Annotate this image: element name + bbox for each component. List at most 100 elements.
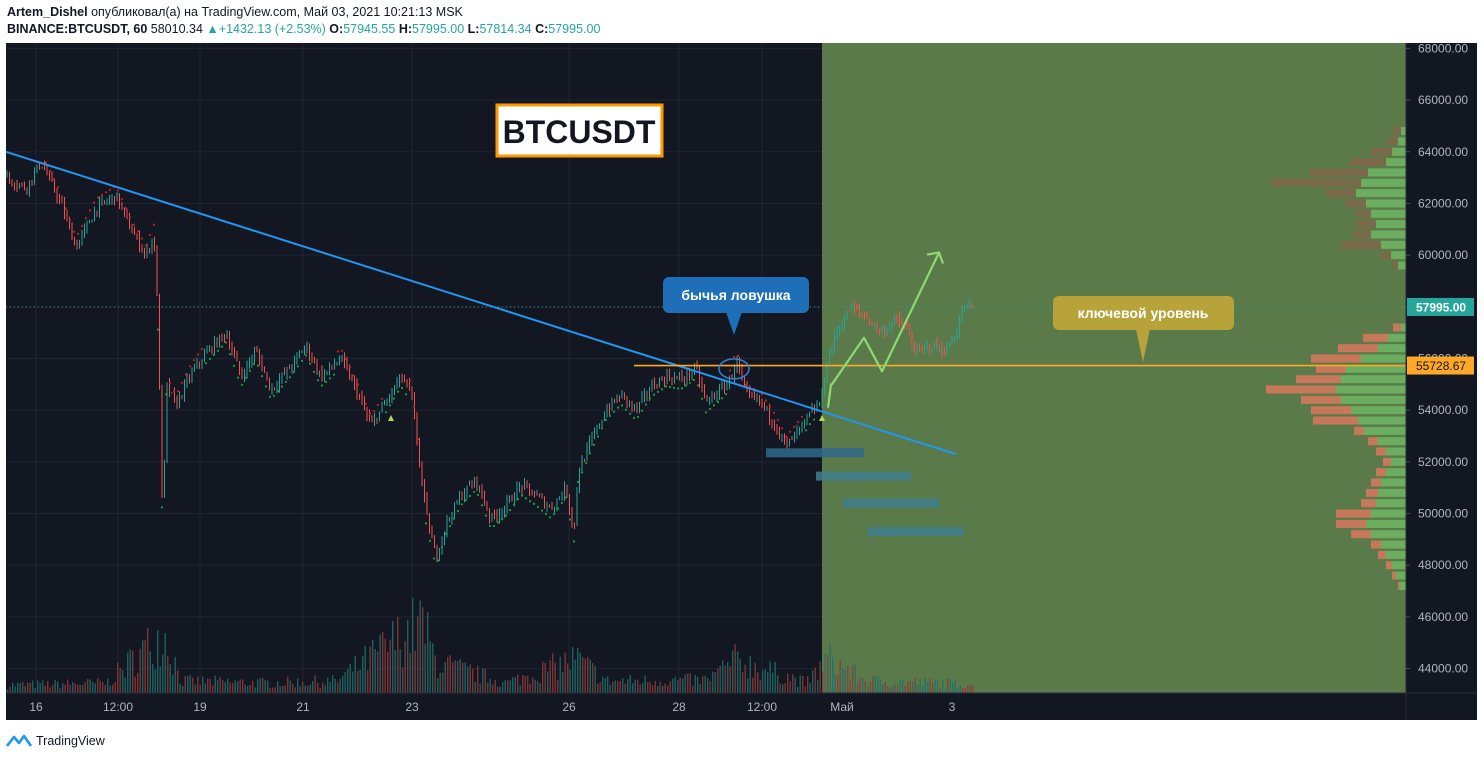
x-tick-label: 3 <box>949 700 956 714</box>
supertrend-dot <box>140 237 144 240</box>
volume-bar <box>309 684 311 693</box>
volume-bar <box>774 661 776 693</box>
supertrend-dot <box>700 397 704 400</box>
volume-bar <box>52 684 54 693</box>
volume-bar <box>947 678 949 693</box>
volume-bar <box>337 682 339 693</box>
supertrend-dot <box>540 509 544 512</box>
supertrend-dot <box>404 393 408 396</box>
volume-bar <box>329 682 331 693</box>
volume-bar <box>637 679 639 693</box>
supertrend-dot <box>376 403 380 407</box>
volume-bar <box>124 677 126 693</box>
x-tick-label: 21 <box>296 700 310 714</box>
supertrend-dot <box>588 452 592 455</box>
author-name[interactable]: Artem_Dishel <box>7 5 88 19</box>
volume-bar <box>542 661 544 693</box>
open-value: 57945.55 <box>343 22 396 36</box>
supertrend-dot <box>476 493 480 496</box>
supertrend-dot <box>544 512 548 515</box>
volume-bar <box>504 680 506 693</box>
supertrend-dot <box>352 374 356 377</box>
price-chart[interactable]: бычья ловушка ключевой уровень BTCUSDT 6800… <box>6 43 1477 720</box>
supertrend-dot <box>640 409 644 412</box>
supertrend-dot <box>272 394 276 397</box>
supertrend-dot <box>184 373 188 376</box>
volume-bar <box>72 682 74 693</box>
volume-bar <box>567 663 569 693</box>
volume-bar <box>417 616 419 693</box>
supertrend-dot <box>232 364 236 367</box>
volume-bar <box>884 681 886 693</box>
supertrend-dot <box>536 505 540 509</box>
profile-bar-orange <box>1346 199 1366 208</box>
volume-bar <box>79 684 81 693</box>
tradingview-logo-icon[interactable] <box>6 734 32 748</box>
volume-bar <box>527 675 529 693</box>
supertrend-dot <box>616 406 620 409</box>
volume-bar <box>302 681 304 693</box>
volume-bar <box>292 683 294 693</box>
volume-bar <box>799 675 801 693</box>
volume-bar <box>162 654 164 693</box>
supertrend-dot <box>48 169 52 172</box>
supertrend-dot <box>388 404 392 407</box>
supertrend-dot <box>160 506 164 509</box>
volume-bar <box>517 674 519 693</box>
supertrend-dot <box>360 393 364 396</box>
supertrend-dots <box>44 161 816 562</box>
profile-bar-green <box>1366 519 1406 528</box>
volume-bar <box>679 677 681 693</box>
volume-bar <box>789 681 791 693</box>
profile-bar-orange <box>1336 509 1371 518</box>
volume-bar <box>487 682 489 693</box>
profile-bar-orange <box>1393 127 1401 136</box>
profile-bar-orange <box>1381 251 1391 260</box>
supertrend-dot <box>116 189 120 192</box>
volume-bar <box>644 675 646 693</box>
supertrend-dot <box>296 365 300 368</box>
profile-bar-orange <box>1376 468 1386 477</box>
open-label: O: <box>329 22 344 36</box>
supertrend-dot <box>596 435 600 438</box>
volume-bar <box>349 663 351 693</box>
profile-bar-orange <box>1386 561 1392 570</box>
chart-frame[interactable]: бычья ловушка ключевой уровень BTCUSDT 6800… <box>6 43 1477 720</box>
profile-bar-green <box>1346 364 1406 373</box>
y-tick-label: 52000.00 <box>1418 455 1468 469</box>
volume-bar <box>224 682 226 693</box>
volume-bar <box>164 633 166 693</box>
volume-bar <box>284 685 286 693</box>
volume-bar <box>914 678 916 693</box>
volume-bar <box>617 680 619 693</box>
brand-name[interactable]: TradingView <box>36 734 105 748</box>
volume-bar <box>859 677 861 693</box>
volume-bar <box>37 680 39 693</box>
profile-bar-green <box>1398 261 1406 270</box>
supertrend-dot <box>772 411 776 414</box>
volume-bar <box>272 687 274 693</box>
profile-bar-orange <box>1363 333 1388 342</box>
signal-triangle <box>388 415 394 421</box>
supertrend-dot <box>444 532 448 535</box>
volume-bar <box>297 678 299 693</box>
supertrend-dot <box>548 516 552 519</box>
volume-bar <box>599 681 601 693</box>
liquidity-zone <box>816 471 911 481</box>
supertrend-dot <box>120 198 124 201</box>
liquidity-zone <box>843 498 939 508</box>
x-tick-label: 26 <box>562 700 576 714</box>
volume-bar <box>189 674 191 693</box>
volume-bar <box>709 680 711 693</box>
supertrend-dot <box>736 354 740 357</box>
volume-bar <box>634 679 636 693</box>
volume-bar <box>264 680 266 693</box>
volume-bar <box>944 688 946 693</box>
supertrend-dot <box>556 507 560 510</box>
supertrend-dot <box>308 362 312 365</box>
volume-bar <box>107 678 109 693</box>
volume-bar <box>147 627 149 693</box>
supertrend-dot <box>500 518 504 521</box>
volume-bar <box>577 648 579 693</box>
volume-bar <box>87 679 89 693</box>
